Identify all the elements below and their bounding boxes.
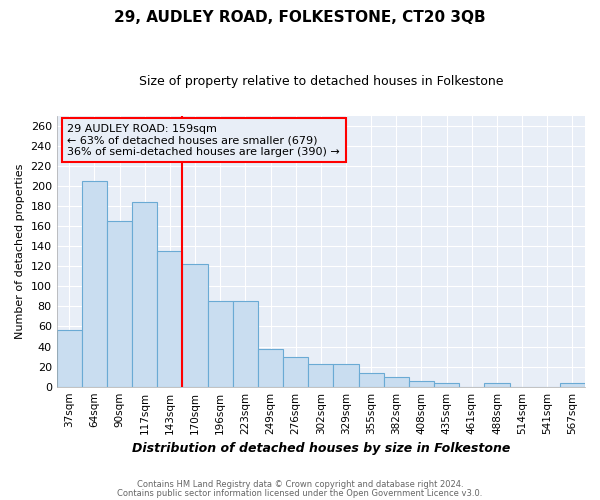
Bar (107, 221, 132, 386)
Y-axis label: Number of detached properties: Number of detached properties (15, 164, 25, 339)
Bar (208, 302, 233, 386)
Bar (82, 181, 107, 386)
Text: Contains HM Land Registry data © Crown copyright and database right 2024.: Contains HM Land Registry data © Crown c… (137, 480, 463, 489)
Bar (484, 382, 509, 386)
Bar (157, 251, 182, 386)
Bar (132, 202, 157, 386)
Bar (434, 382, 459, 386)
Title: Size of property relative to detached houses in Folkestone: Size of property relative to detached ho… (139, 75, 503, 88)
Bar (334, 364, 359, 386)
Bar (283, 356, 308, 386)
Bar (56, 330, 82, 386)
X-axis label: Distribution of detached houses by size in Folkestone: Distribution of detached houses by size … (131, 442, 510, 455)
Bar (182, 264, 208, 386)
Text: 29, AUDLEY ROAD, FOLKESTONE, CT20 3QB: 29, AUDLEY ROAD, FOLKESTONE, CT20 3QB (114, 10, 486, 25)
Bar (384, 376, 409, 386)
Text: 29 AUDLEY ROAD: 159sqm
← 63% of detached houses are smaller (679)
36% of semi-de: 29 AUDLEY ROAD: 159sqm ← 63% of detached… (67, 124, 340, 157)
Bar (258, 348, 283, 387)
Bar (308, 364, 334, 386)
Bar (233, 302, 258, 386)
Bar (359, 372, 384, 386)
Bar (560, 382, 585, 386)
Text: Contains public sector information licensed under the Open Government Licence v3: Contains public sector information licen… (118, 488, 482, 498)
Bar (409, 380, 434, 386)
